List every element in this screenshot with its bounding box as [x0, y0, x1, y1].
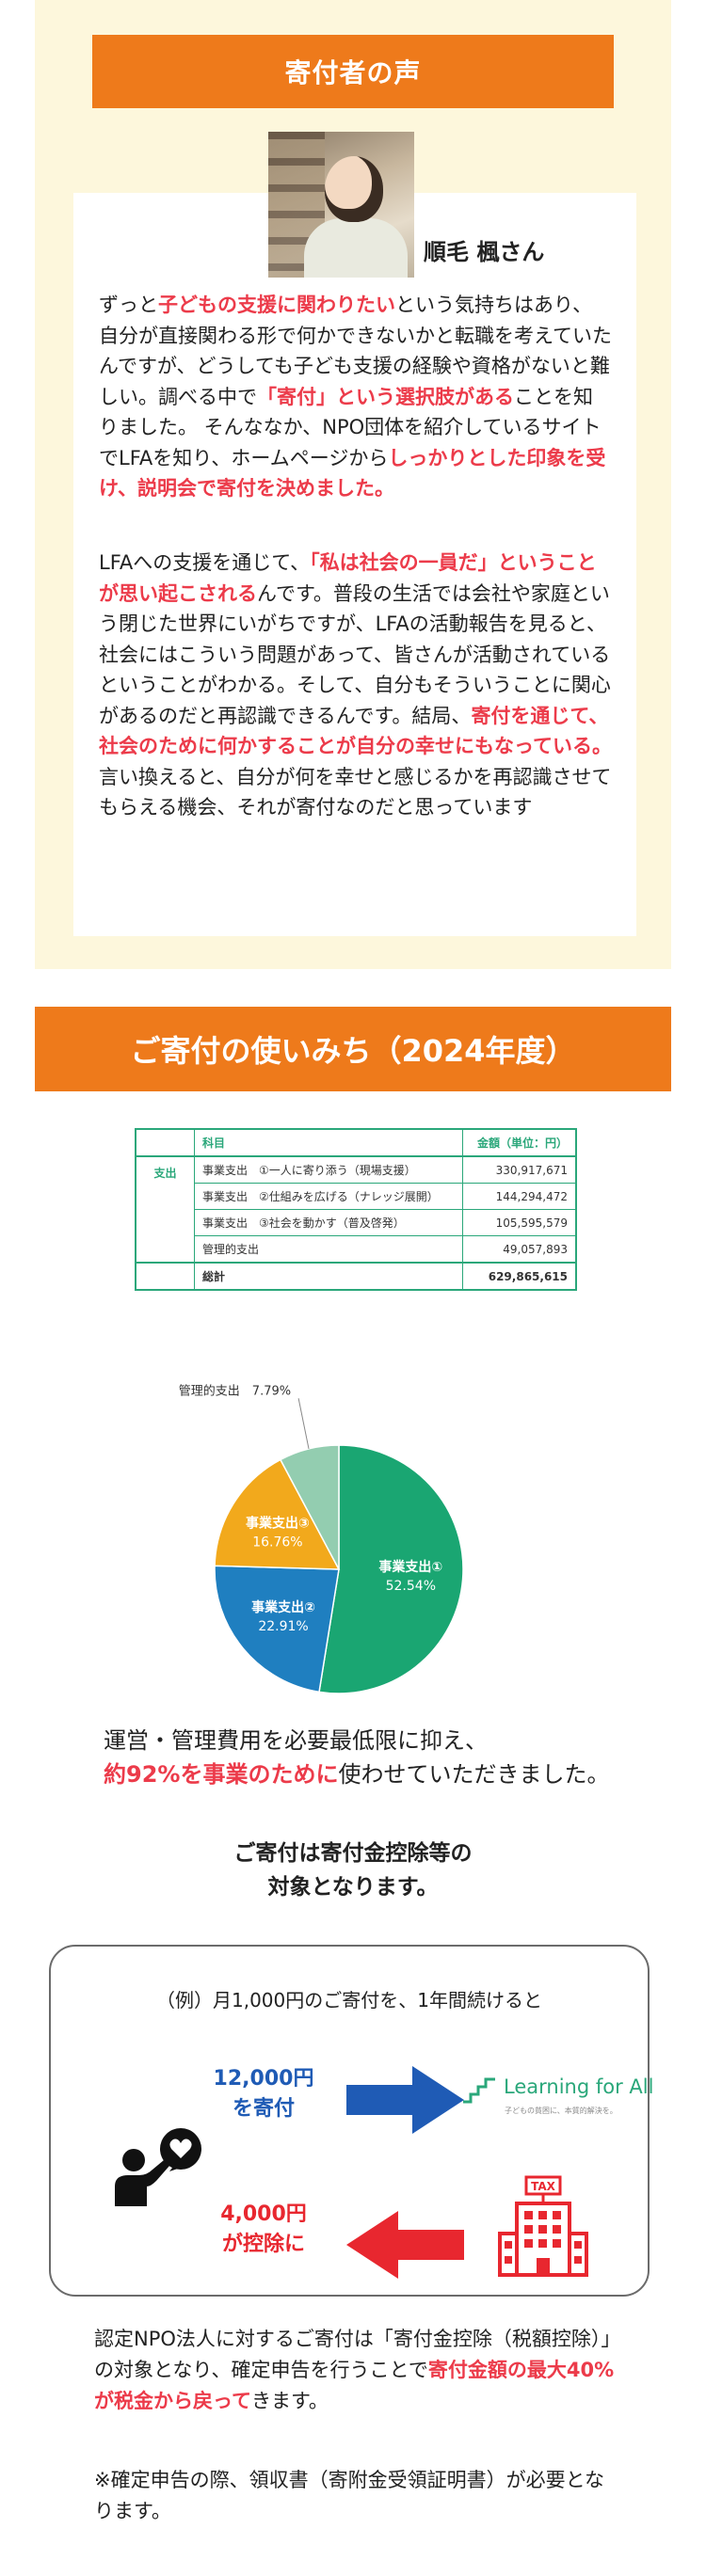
message-line-2: 約92%を事業のために使わせていただきました。: [104, 1757, 609, 1791]
deduction-title-line-1: ご寄付は寄付金控除等の: [233, 1841, 473, 1866]
table-row: 支出 事業支出 ①一人に寄り添う（現場支援） 330,917,671: [135, 1155, 577, 1264]
lfa-logo-icon: [463, 2077, 495, 2104]
table-cell-item: 事業支出 ③社会を動かす（普及啓発）: [194, 1209, 463, 1236]
deduction-amount-caption: が控除に: [221, 2233, 305, 2256]
deduction-amount: 4,000円 が控除に: [202, 2200, 325, 2260]
table-total-label: 総計: [194, 1262, 463, 1291]
lfa-logo-tagline: 子どもの貧困に、本質的解決を。: [505, 2107, 618, 2115]
arrow-left-icon: [346, 2211, 464, 2279]
deduction-amount-value: 4,000円: [220, 2202, 307, 2226]
donation-amount-caption: を寄付: [232, 2097, 295, 2121]
testimonial-highlight: しっかりとした印象を受け、説明会で寄付を決めました。: [99, 446, 606, 501]
table-header-amount: 金額（単位：円）: [461, 1128, 577, 1157]
pie-value-label: 22.91%: [258, 1619, 308, 1634]
table-cell-amount: 105,595,579: [461, 1209, 577, 1236]
table-header-row: 科目 金額（単位：円）: [135, 1128, 577, 1157]
tax-office-icon: TAX: [498, 2175, 588, 2277]
table-cell-amount: 49,057,893: [461, 1235, 577, 1264]
usage-pie-chart: 事業支出① 52.54% 事業支出② 22.91% 事業支出③ 16.76% 管理的支出 7…: [179, 1383, 464, 1694]
testimonial-text: 言い換えると、自分が何を幸せと感じるかを再認識させてもらえる機会、それが寄付なの…: [99, 765, 612, 819]
testimonial-text: ことを知りました。 そんななか、NPO団体を紹介しているサイトでLFAを知り、ホ…: [99, 385, 602, 469]
table-header-blank: [135, 1128, 195, 1157]
table-cell-amount: 330,917,671: [461, 1155, 577, 1184]
donor-voice-header: 寄付者の声: [92, 35, 614, 108]
pie-slice: [279, 1444, 340, 1570]
pie-label: 事業支出③: [246, 1516, 310, 1532]
donor-photo: [268, 132, 414, 278]
pie-label: 事業支出①: [378, 1559, 442, 1575]
donor-photo-head: [325, 156, 383, 222]
donor-voice-card: [73, 193, 636, 936]
testimonial-text: んです。普段の生活では会社や家庭という閉じた世界にいがちですが、LFAの活動報告…: [99, 581, 611, 727]
pie-slice: [318, 1444, 464, 1694]
pie-value-label: 52.54%: [386, 1579, 436, 1594]
note-highlight: 寄付金額の最大40%が税金から戻って: [94, 2359, 615, 2412]
testimonial-text: という気持ちはあり、自分が直接関わる形で何かできないかと転職を考えていたんですが…: [99, 294, 612, 408]
table-cell-item: 事業支出 ①一人に寄り添う（現場支援）: [194, 1155, 463, 1184]
pie-leader-line: [297, 1398, 310, 1450]
table-total-row: 総計 629,865,615: [135, 1262, 577, 1291]
pie-slice: [214, 1458, 341, 1570]
testimonial-paragraph-1: ずっと子どもの支援に関わりたいという気持ちはあり、自分が直接関わる形で何かできな…: [99, 290, 612, 504]
note-text-a: 認定NPO法人に対するご寄付は「寄付金控除（税額控除）」の対象となり、確定申告を…: [94, 2328, 621, 2381]
table-total-blank: [135, 1262, 195, 1291]
arrow-right-icon: [346, 2066, 464, 2134]
table-row: 管理的支出 49,057,893: [136, 1235, 577, 1264]
testimonial-text: LFAへの支援を通じて、: [99, 551, 311, 574]
person-heart-icon: [115, 2128, 201, 2206]
table-row: 事業支出 ③社会を動かす（普及啓発） 105,595,579: [136, 1209, 577, 1236]
deduction-note: 認定NPO法人に対するご寄付は「寄付金控除（税額控除）」の対象となり、確定申告を…: [94, 2324, 621, 2417]
table-cell-item: 事業支出 ②仕組みを広げる（ナレッジ展開）: [194, 1183, 463, 1210]
lfa-logo-name: Learning for All: [504, 2075, 654, 2098]
table-header-item: 科目: [194, 1128, 463, 1157]
usage-header: ご寄付の使いみち（2024年度）: [35, 1007, 671, 1091]
deduction-title: ご寄付は寄付金控除等の 対象となります。: [0, 1837, 706, 1904]
usage-table: 科目 金額（単位：円） 支出 事業支出 ①一人に寄り添う（現場支援） 330,9…: [135, 1128, 577, 1291]
testimonial-highlight: 「私は社会の一員だ」ということが思い起こされる: [99, 551, 597, 605]
receipt-note: ※確定申告の際、領収書（寄附金受領証明書）が必要となります。: [94, 2469, 604, 2522]
deduction-title-line-2: 対象となります。: [267, 1875, 439, 1900]
table-total-amount: 629,865,615: [461, 1262, 577, 1291]
table-cell-item: 管理的支出: [194, 1235, 463, 1264]
message-rest: 使わせていただきました。: [338, 1761, 610, 1788]
pie-slice: [214, 1565, 340, 1693]
message-highlight: 約92%を事業のために: [104, 1761, 339, 1788]
donor-photo-body: [304, 218, 408, 278]
testimonial-highlight: 「寄付」という選択肢がある: [257, 385, 514, 408]
donation-amount-value: 12,000円: [213, 2067, 314, 2091]
message-line-1: 運営・管理費用を必要最低限に抑え、: [104, 1727, 488, 1754]
deduction-example-box: [49, 1945, 650, 2297]
table-row: 事業支出 ②仕組みを広げる（ナレッジ展開） 144,294,472: [136, 1183, 577, 1210]
testimonial-text: ずっと: [99, 294, 158, 316]
testimonial-highlight: 寄付を通じて、社会のために何かすることが自分の幸せにもなっている。: [99, 704, 612, 758]
tax-label: TAX: [531, 2180, 556, 2193]
table-cell-amount: 144,294,472: [461, 1183, 577, 1210]
pie-label: 事業支出②: [251, 1599, 315, 1615]
table-category: 支出: [135, 1155, 195, 1264]
note-text-b: きます。: [250, 2390, 329, 2412]
donation-amount: 12,000円 を寄付: [202, 2064, 325, 2124]
testimonial-highlight: 子どもの支援に関わりたい: [158, 294, 395, 316]
donor-name: 順毛 楓さん: [424, 239, 545, 265]
testimonial-paragraph-2: LFAへの支援を通じて、「私は社会の一員だ」ということが思い起こされるんです。普…: [99, 548, 612, 823]
pie-label: 管理的支出 7.79%: [179, 1383, 291, 1398]
pie-value-label: 16.76%: [252, 1535, 302, 1550]
example-text: （例）月1,000円のご寄付を、1年間続けると: [156, 1989, 542, 2012]
